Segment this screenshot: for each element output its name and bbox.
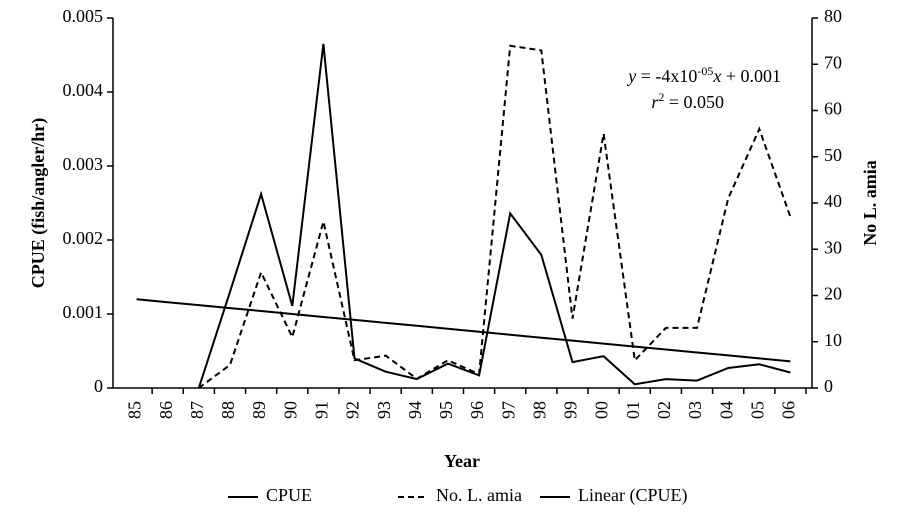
y-axis-label: CPUE (fish/angler/hr) — [28, 118, 49, 289]
y-tick-label: 0 — [94, 376, 103, 396]
r-squared-part: = 0.050 — [664, 92, 724, 112]
equation-part: y — [626, 66, 636, 86]
equation-part: -05 — [697, 64, 713, 78]
x-tick-label: 93 — [374, 401, 394, 419]
y2-tick-label: 80 — [824, 6, 842, 26]
series-line — [197, 43, 791, 389]
r-squared-part: 2 — [658, 90, 664, 104]
y-tick-label: 0.003 — [63, 154, 104, 174]
series-line — [198, 44, 792, 389]
x-tick-label: 05 — [747, 401, 767, 419]
y-tick-label: 0.005 — [63, 6, 104, 26]
x-tick-label: 06 — [779, 401, 799, 419]
y2-tick-label: 0 — [824, 376, 833, 396]
y2-axis-label: No L. amia — [860, 160, 880, 246]
x-tick-label: 87 — [187, 401, 207, 419]
x-tick-label: 01 — [623, 401, 643, 419]
y2-tick-label: 70 — [824, 52, 842, 72]
y-tick-label: 0.002 — [63, 228, 104, 248]
equation-part: x — [712, 66, 721, 86]
r-squared-part: r — [651, 92, 659, 112]
y2-tick-label: 10 — [824, 330, 842, 350]
series-line — [136, 298, 791, 363]
x-tick-label: 96 — [467, 401, 487, 419]
x-tick-label: 04 — [716, 401, 736, 419]
legend-label: CPUE — [266, 485, 312, 505]
y2-tick-label: 30 — [824, 237, 842, 257]
legend-label: No. L. amia — [436, 485, 522, 505]
x-tick-label: 98 — [529, 401, 549, 419]
equation-part: + 0.001 — [721, 66, 781, 86]
x-tick-label: 86 — [156, 401, 176, 419]
y2-tick-label: 50 — [824, 145, 842, 165]
x-tick-label: 88 — [218, 401, 238, 419]
x-tick-label: 92 — [343, 401, 363, 419]
x-tick-label: 00 — [592, 401, 612, 419]
x-axis-label: Year — [444, 451, 480, 471]
x-tick-label: 02 — [654, 401, 674, 419]
r-squared: r2 = 0.050 — [651, 90, 724, 112]
x-tick-label: 03 — [685, 401, 705, 419]
x-tick-label: 97 — [498, 401, 518, 419]
y-tick-label: 0.001 — [63, 302, 104, 322]
x-tick-label: 94 — [405, 401, 425, 419]
x-tick-label: 99 — [561, 401, 581, 419]
x-tick-label: 95 — [436, 401, 456, 419]
legend-label: Linear (CPUE) — [578, 485, 687, 506]
x-tick-label: 89 — [249, 401, 269, 419]
y2-tick-label: 20 — [824, 284, 842, 304]
x-tick-label: 90 — [280, 401, 300, 419]
x-tick-label: 85 — [125, 401, 145, 419]
equation-part: = -4x10 — [636, 66, 697, 86]
y-tick-label: 0.004 — [63, 80, 104, 100]
x-tick-label: 91 — [312, 401, 332, 419]
y2-tick-label: 60 — [824, 99, 842, 119]
equation: y = -4x10-05x + 0.001 — [626, 64, 781, 86]
y2-tick-label: 40 — [824, 191, 842, 211]
